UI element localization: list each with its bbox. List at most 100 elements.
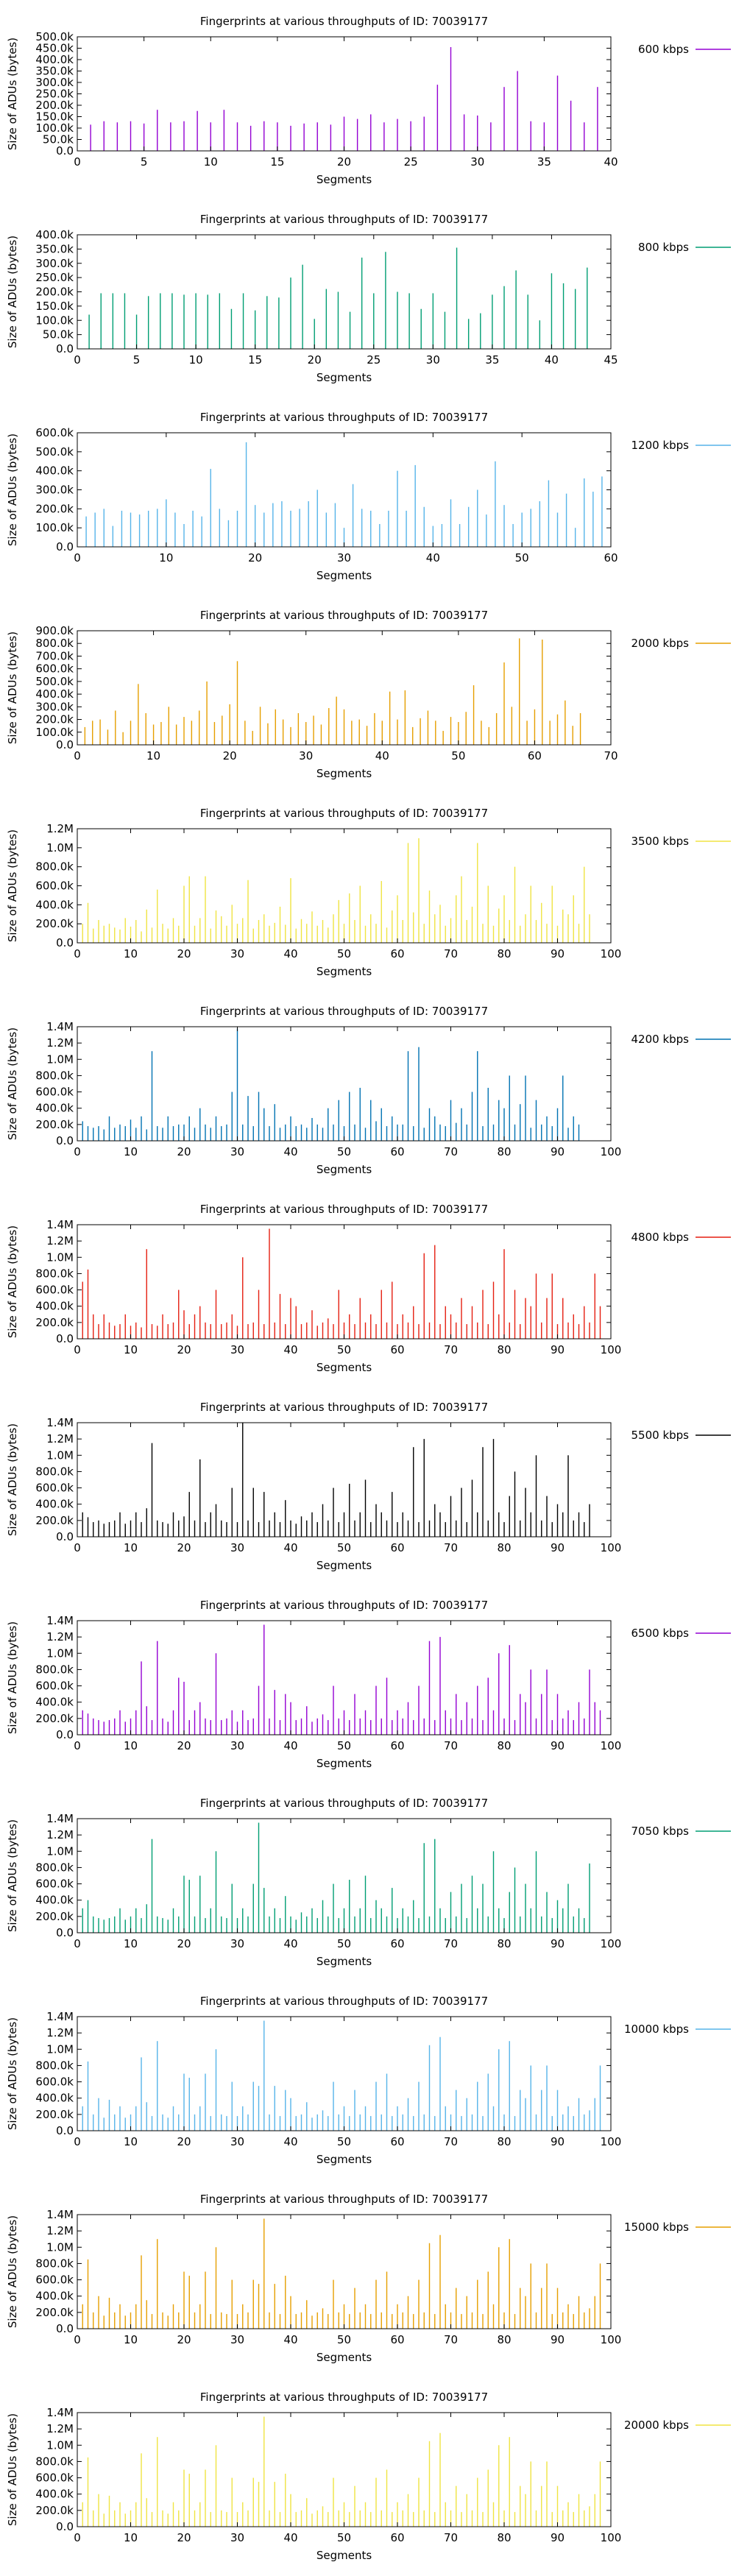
x-tick-label: 40 [604,155,618,169]
x-tick-label: 90 [551,1739,565,1752]
x-tick-label: 35 [537,155,551,169]
y-tick-label: 200.0k [35,99,74,112]
y-axis-label: Size of ADUs (bytes) [6,1621,19,1734]
y-tick-label: 800.0k [35,1861,74,1874]
x-tick-label: 10 [159,551,173,565]
x-tick-label: 30 [230,1145,244,1158]
x-tick-label: 100 [601,2333,622,2346]
y-tick-label: 400.0k [35,2092,74,2105]
x-tick-label: 50 [451,749,465,762]
y-tick-label: 450.0k [35,42,74,55]
x-tick-label: 60 [528,749,542,762]
x-tick-label: 80 [497,1343,511,1356]
y-tick-label: 1.0M [46,1448,74,1462]
x-tick-label: 45 [604,353,618,367]
x-tick-label: 10 [146,749,160,762]
y-tick-label: 1.2M [46,2422,74,2435]
y-axis-label: Size of ADUs (bytes) [6,1225,19,1338]
x-tick-label: 70 [444,1541,458,1554]
y-tick-label: 400.0k [35,1102,74,1115]
chart-panel: 0.050.0k100.0k150.0k200.0k250.0k300.0k35… [6,15,731,186]
y-tick-label: 0.0 [56,540,74,553]
y-tick-label: 500.0k [35,30,74,43]
legend: 1200 kbps [631,439,731,452]
x-tick-label: 20 [177,1541,191,1554]
chart-panel: 0.0 200.0k 400.0k 600.0k 800.0k 1.0M 1.2M 1.4M 0… [6,2391,731,2562]
x-tick-label: 40 [545,353,559,367]
y-axis-label: Size of ADUs (bytes) [6,434,19,546]
x-tick-label: 60 [390,1541,404,1554]
x-tick-label: 30 [337,551,351,565]
x-tick-label: 20 [177,1145,191,1158]
x-axis-label: Segments [316,1955,372,1968]
x-tick-label: 90 [551,2531,565,2544]
bar-series [82,1423,590,1537]
y-axis-label: Size of ADUs (bytes) [6,236,19,348]
x-tick-label: 20 [223,749,237,762]
chart-panel: 0.0 200.0k 400.0k 600.0k 800.0k 1.0M 1.2M 1.4M 0… [6,1797,731,1968]
y-tick-label: 100.0k [35,726,74,739]
x-tick-label: 70 [444,1343,458,1356]
x-axis-label: Segments [316,1559,372,1572]
y-tick-label: 200.0k [35,2504,74,2517]
x-tick-label: 80 [497,2333,511,2346]
x-axis-label: Segments [316,371,372,384]
y-axis-label: Size of ADUs (bytes) [6,38,19,150]
chart-panel: 0.050.0k100.0k150.0k200.0k250.0k300.0k35… [6,213,731,384]
x-tick-label: 100 [601,1937,622,1950]
x-tick-label: 70 [444,2135,458,2148]
y-tick-label: 400.0k [35,687,74,701]
x-tick-label: 40 [283,2135,297,2148]
x-tick-label: 50 [337,1541,351,1554]
x-tick-label: 60 [390,1739,404,1752]
x-tick-label: 10 [124,2333,138,2346]
x-tick-label: 50 [515,551,529,565]
y-tick-label: 700.0k [35,649,74,662]
chart-title: Fingerprints at various throughputs of I… [200,1203,488,1216]
x-tick-label: 20 [177,947,191,960]
chart-title: Fingerprints at various throughputs of I… [200,1995,488,2008]
x-tick-label: 5 [133,353,141,367]
y-tick-label: 0.0 [56,738,74,751]
x-tick-label: 40 [283,1937,297,1950]
legend-label: 4200 kbps [631,1033,690,1046]
x-tick-label: 80 [497,1541,511,1554]
plot-frame [77,1026,612,1142]
y-tick-label: 0.0 [56,1332,74,1345]
y-tick-label: 1.0M [46,841,74,854]
bar-series [90,46,598,151]
x-tick-label: 100 [601,1145,622,1158]
x-tick-label: 40 [283,2333,297,2346]
y-tick-label: 800.0k [35,1663,74,1676]
x-tick-label: 20 [177,2333,191,2346]
legend: 4200 kbps [631,1033,731,1046]
y-tick-label: 1.2M [46,1432,74,1446]
legend-label: 10000 kbps [624,2023,689,2036]
y-tick-label: 200.0k [35,2108,74,2121]
y-tick-label: 600.0k [35,2274,74,2287]
y-tick-label: 300.0k [35,700,74,713]
y-tick-label: 1.2M [46,1828,74,1841]
x-tick-label: 70 [444,1145,458,1158]
plot-frame [77,234,612,350]
y-tick-label: 200.0k [35,2306,74,2319]
bar-series [82,838,590,943]
y-tick-label: 600.0k [35,880,74,893]
y-tick-label: 300.0k [35,76,74,89]
y-axis-label: Size of ADUs (bytes) [6,2215,19,2328]
x-tick-label: 30 [230,1937,244,1950]
x-tick-label: 40 [283,947,297,960]
chart-title: Fingerprints at various throughputs of I… [200,1599,488,1612]
y-axis-label: Size of ADUs (bytes) [6,829,19,942]
y-tick-label: 1.0M [46,2438,74,2452]
x-tick-label: 80 [497,947,511,960]
y-tick-label: 1.0M [46,1844,74,1858]
x-tick-label: 100 [601,1343,622,1356]
y-tick-label: 200.0k [35,502,74,515]
chart-panel: 0.0 200.0k 400.0k 600.0k 800.0k 1.0M 1.2M 1.4M 0… [6,2193,731,2364]
y-tick-label: 1.4M [46,1812,74,1825]
x-tick-label: 50 [337,947,351,960]
y-axis-label: Size of ADUs (bytes) [6,1027,19,1140]
x-axis-label: Segments [316,965,372,978]
x-tick-label: 0 [74,2135,81,2148]
